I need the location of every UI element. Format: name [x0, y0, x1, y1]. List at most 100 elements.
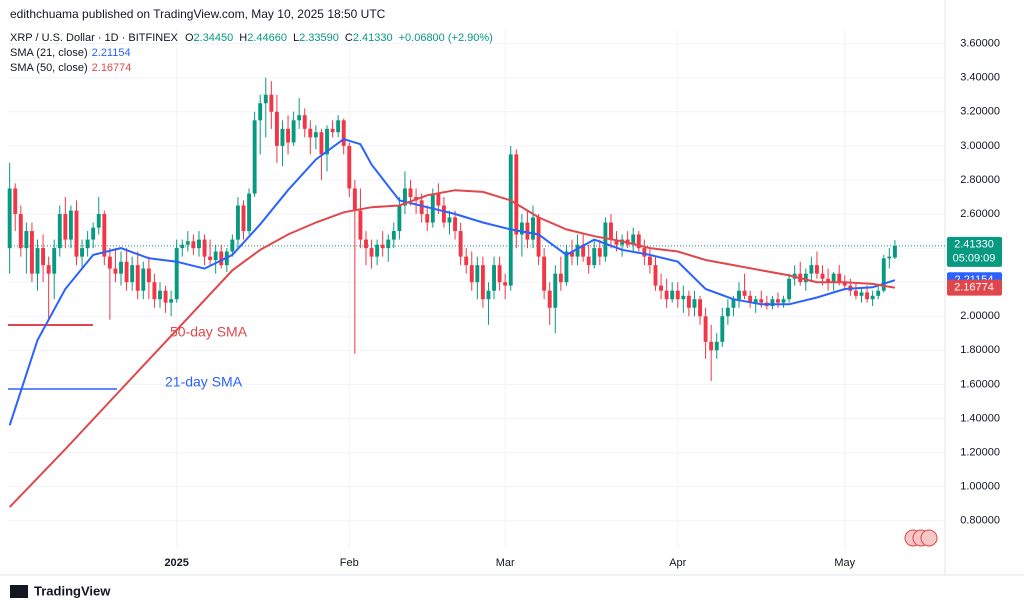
candle-body — [865, 292, 870, 300]
y-tick-label: 1.60000 — [960, 378, 1000, 390]
candle-body — [753, 299, 758, 303]
candle-body — [425, 214, 430, 223]
candle-body — [486, 290, 491, 300]
candle-body — [308, 128, 313, 138]
ohlc-label: C — [344, 32, 353, 44]
candle-body — [447, 217, 452, 223]
header: edithchuama published on TradingView.com… — [10, 7, 386, 21]
ohlc-item: L2.33590 — [293, 32, 343, 44]
candle-body — [325, 128, 329, 155]
y-tick-label: 3.40000 — [960, 72, 1000, 84]
candle-body — [725, 307, 730, 317]
candle-body — [742, 290, 747, 296]
annotation: 21-day SMA — [165, 374, 243, 390]
x-tick-label: Feb — [340, 557, 359, 569]
candle-body — [197, 239, 201, 249]
candle-body — [653, 265, 658, 286]
sma-tag-bg — [947, 279, 1002, 296]
legend-name: SMA (21, close) — [10, 47, 88, 59]
candle-body — [146, 268, 151, 283]
candle-body — [770, 299, 775, 307]
candle-body — [759, 299, 764, 303]
candle-body — [369, 248, 374, 257]
candle-body — [124, 261, 129, 283]
x-tick-label: 2025 — [164, 557, 188, 569]
candle-body — [336, 120, 341, 133]
candle-body — [892, 245, 897, 258]
candle-body — [692, 299, 697, 308]
candle-body — [113, 268, 118, 274]
candle-body — [358, 210, 363, 240]
candle-body — [631, 234, 636, 245]
candle-body — [703, 316, 708, 342]
candle-body — [803, 273, 808, 283]
candle-body — [748, 295, 753, 303]
candle-body — [18, 214, 23, 249]
candle-body — [714, 341, 719, 351]
candle-body — [52, 248, 57, 274]
candle-body — [119, 261, 123, 274]
candle-body — [675, 290, 680, 300]
candle-body — [191, 241, 196, 249]
y-tick-label: 2.60000 — [960, 208, 1000, 220]
candle-body — [564, 251, 569, 283]
sma-line — [8, 137, 896, 426]
sma-legend: SMA (21, close) 2.21154 SMA (50, close) 2.1… — [10, 47, 135, 77]
candle-body — [241, 205, 246, 232]
candle-body — [235, 205, 240, 240]
price-tag: 2.41330 — [954, 239, 994, 251]
candle-body — [291, 120, 296, 143]
candle-body — [514, 154, 519, 235]
sma-line — [8, 189, 896, 508]
candle-body — [519, 222, 524, 235]
symbol: XRP / U.S. Dollar · 1D · BITFINEX — [10, 32, 178, 44]
candle-body — [837, 273, 842, 283]
candle-body — [820, 273, 825, 279]
price-tag-bg — [947, 236, 1002, 267]
ohlc-value: 2.33590 — [299, 32, 339, 44]
change: +0.06800 (+2.90%) — [398, 32, 493, 44]
legend-value: 2.16774 — [91, 62, 132, 74]
candle-body — [274, 111, 279, 146]
candle-body — [480, 265, 485, 300]
candle-body — [330, 128, 335, 133]
footer-logo: TradingView — [34, 583, 111, 598]
candle-body — [57, 214, 62, 249]
candle-body — [258, 103, 263, 121]
candle-body — [659, 285, 664, 291]
candle-body — [163, 290, 168, 303]
candle-body — [614, 239, 619, 245]
legend-name: SMA (50, close) — [10, 62, 88, 74]
candle-body — [859, 292, 864, 296]
candle-body — [815, 265, 819, 274]
candle-body — [636, 234, 641, 249]
candle-body — [609, 222, 613, 240]
candle-body — [647, 256, 652, 266]
candle-body — [720, 316, 725, 342]
legend: XRP / U.S. Dollar · 1D · BITFINEX O2.344… — [10, 32, 497, 44]
y-tick-label: 1.00000 — [960, 481, 1000, 493]
y-tick-label: 0.80000 — [960, 515, 1000, 527]
x-tick-label: Apr — [669, 557, 686, 569]
ohlc-item: C2.41330 — [345, 32, 397, 44]
candle-body — [787, 278, 792, 300]
candle-body — [297, 115, 302, 121]
candle-body — [185, 241, 190, 245]
candle-body — [403, 188, 407, 206]
candle-body — [180, 244, 185, 249]
candle-body — [158, 290, 162, 300]
candle-body — [13, 188, 18, 215]
candle-body — [553, 273, 558, 308]
ohlc-value: 2.34450 — [193, 32, 234, 44]
annotation: 50-day SMA — [170, 324, 248, 340]
candle-body — [35, 248, 40, 274]
candle-body — [408, 188, 413, 197]
candle-body — [152, 282, 157, 300]
candle-body — [686, 295, 691, 308]
ohlc-label: O — [184, 32, 194, 44]
candle-body — [286, 128, 290, 143]
ohlc-item: O2.34450 — [185, 32, 237, 44]
candle-body — [386, 239, 391, 249]
candle-body — [531, 217, 535, 240]
